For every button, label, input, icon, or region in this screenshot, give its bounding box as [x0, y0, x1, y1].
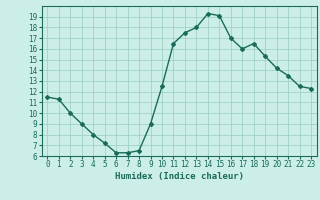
X-axis label: Humidex (Indice chaleur): Humidex (Indice chaleur) [115, 172, 244, 181]
